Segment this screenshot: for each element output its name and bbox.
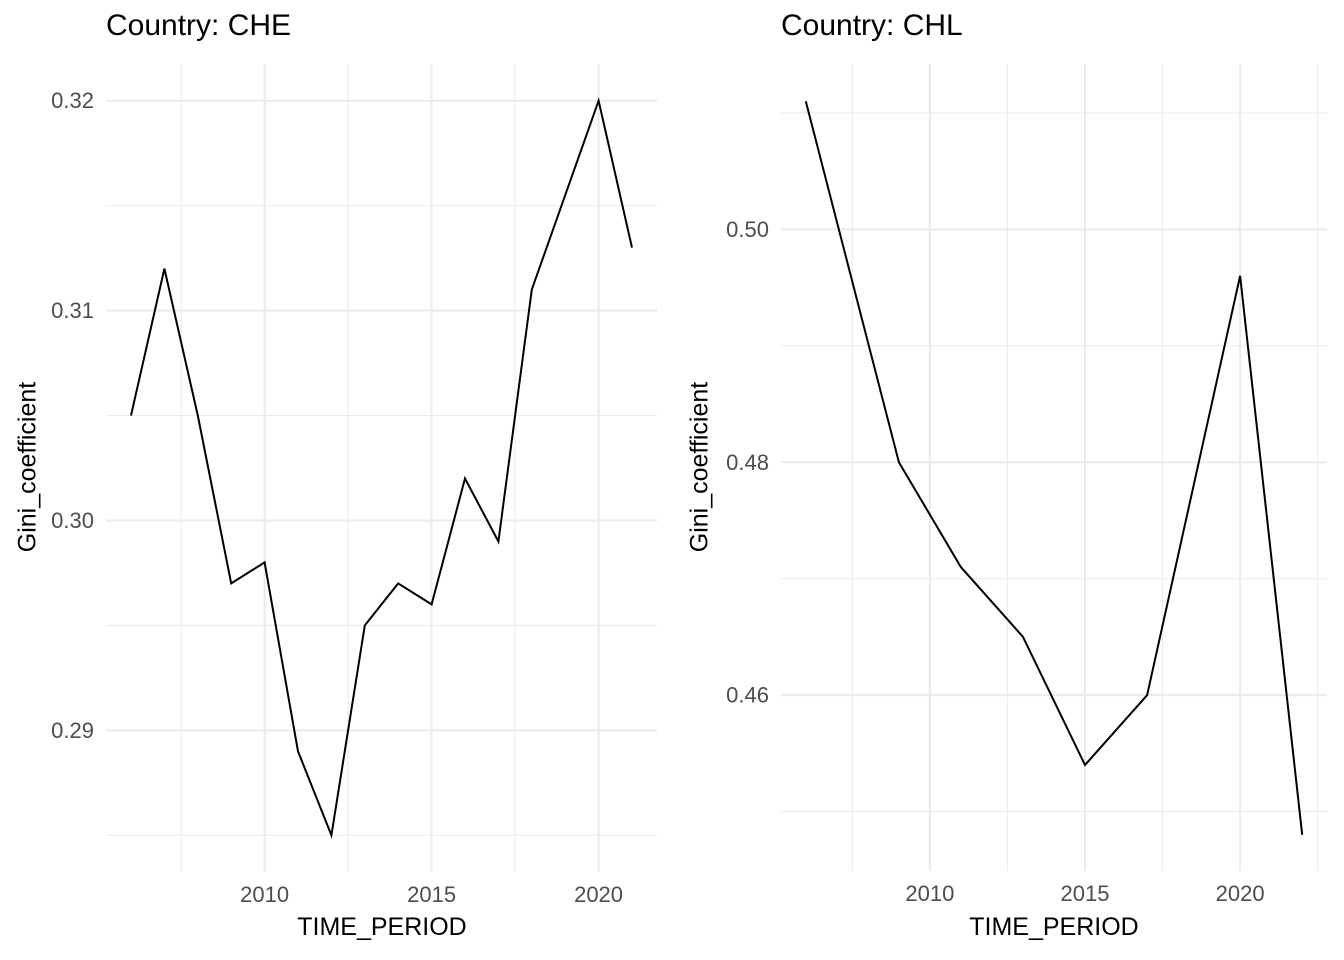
- axis-tick-label: 0.46: [726, 683, 769, 708]
- axis-tick-label: 0.50: [726, 217, 769, 242]
- chl-line-chart: 0.46 0.48 0.50 2010 2015 2020: [726, 64, 1327, 906]
- chart-panel-che: 0.29 0.30 0.31 0.32 2010 2015 2020 Country: CH…: [13, 9, 657, 941]
- axis-tick-label: 0.30: [51, 508, 94, 533]
- che-line-chart: 0.29 0.30 0.31 0.32 2010 2015 2020: [51, 64, 657, 907]
- axis-tick-label: 2020: [1216, 881, 1265, 906]
- axis-tick-label: 2015: [407, 882, 456, 907]
- chl-y-axis-title: Gini_coefficient: [685, 381, 714, 553]
- axis-tick-label: 0.31: [51, 298, 94, 323]
- chart-title-chl: Country: CHL: [781, 9, 963, 42]
- che-y-axis-title: Gini_coefficient: [13, 381, 42, 553]
- axis-tick-label: 0.48: [726, 450, 769, 475]
- che-x-axis-title: TIME_PERIOD: [297, 913, 467, 941]
- chl-x-axis-title: TIME_PERIOD: [969, 913, 1139, 941]
- axis-tick-label: 2020: [574, 882, 623, 907]
- axis-tick-label: 2010: [905, 881, 954, 906]
- axis-tick-label: 2010: [240, 882, 289, 907]
- axis-tick-label: 2015: [1061, 881, 1110, 906]
- axis-tick-label: 0.32: [51, 88, 94, 113]
- axis-tick-label: 0.29: [51, 718, 94, 743]
- chart-panel-chl: 0.46 0.48 0.50 2010 2015 2020 Country: CHL Gi…: [672, 0, 1344, 960]
- gini-data-line: [130, 97, 633, 840]
- chart-title-che: Country: CHE: [106, 9, 292, 42]
- gini-data-line: [804, 101, 1304, 836]
